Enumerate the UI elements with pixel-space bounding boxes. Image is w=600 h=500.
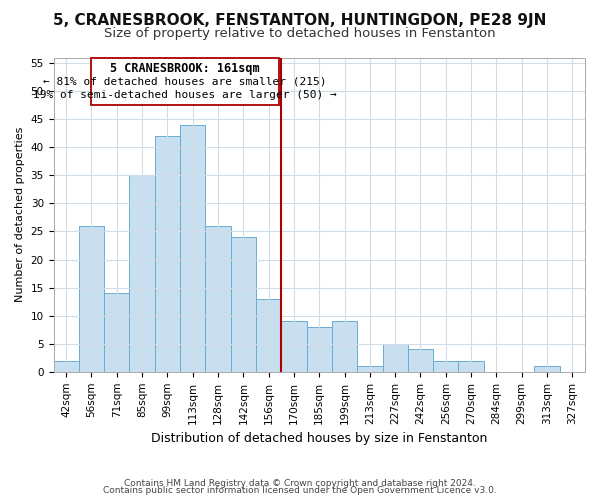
Text: 19% of semi-detached houses are larger (50) →: 19% of semi-detached houses are larger (… xyxy=(33,90,337,100)
Bar xyxy=(535,366,560,372)
Bar xyxy=(433,360,458,372)
Text: 5, CRANESBROOK, FENSTANTON, HUNTINGDON, PE28 9JN: 5, CRANESBROOK, FENSTANTON, HUNTINGDON, … xyxy=(53,12,547,28)
Bar xyxy=(256,299,281,372)
Bar xyxy=(458,360,484,372)
Bar xyxy=(281,322,307,372)
Bar xyxy=(79,226,104,372)
Text: Contains public sector information licensed under the Open Government Licence v3: Contains public sector information licen… xyxy=(103,486,497,495)
Text: ← 81% of detached houses are smaller (215): ← 81% of detached houses are smaller (21… xyxy=(43,76,327,86)
Text: Contains HM Land Registry data © Crown copyright and database right 2024.: Contains HM Land Registry data © Crown c… xyxy=(124,478,476,488)
Bar xyxy=(408,350,433,372)
FancyBboxPatch shape xyxy=(91,58,279,105)
Text: 5 CRANESBROOK: 161sqm: 5 CRANESBROOK: 161sqm xyxy=(110,62,260,75)
Bar xyxy=(332,322,357,372)
Bar xyxy=(130,176,155,372)
Bar xyxy=(307,327,332,372)
Bar xyxy=(230,237,256,372)
Y-axis label: Number of detached properties: Number of detached properties xyxy=(15,127,25,302)
Bar xyxy=(205,226,230,372)
Bar xyxy=(155,136,180,372)
Bar xyxy=(104,293,130,372)
Text: Size of property relative to detached houses in Fenstanton: Size of property relative to detached ho… xyxy=(104,28,496,40)
Bar xyxy=(180,125,205,372)
X-axis label: Distribution of detached houses by size in Fenstanton: Distribution of detached houses by size … xyxy=(151,432,487,445)
Bar xyxy=(53,360,79,372)
Bar xyxy=(357,366,383,372)
Bar xyxy=(383,344,408,372)
